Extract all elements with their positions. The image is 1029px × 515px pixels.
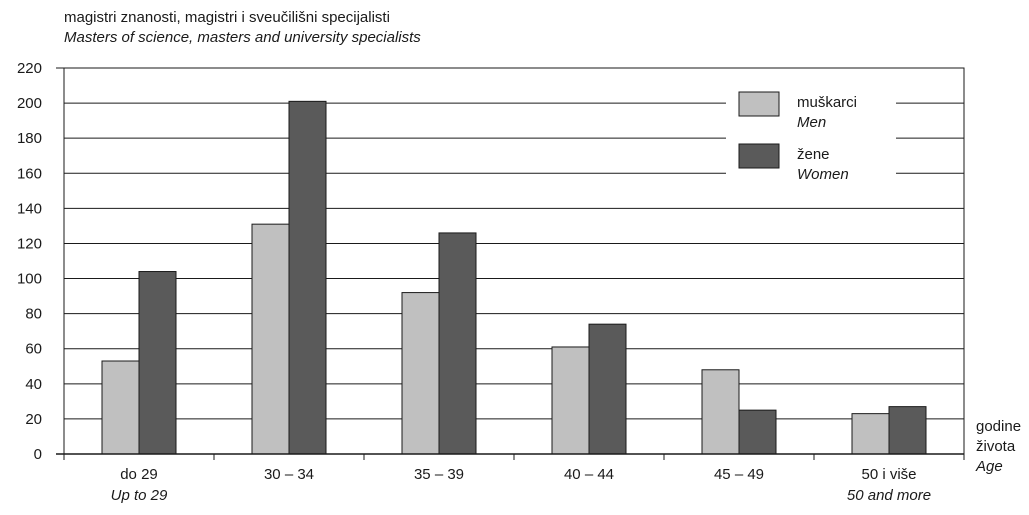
legend-label-women-en: Women: [797, 166, 849, 183]
legend-swatch-women: [739, 144, 779, 168]
y-tick-label: 140: [17, 200, 42, 217]
legend: muškarci Men žene Women: [726, 88, 896, 184]
y-tick-label: 80: [25, 306, 42, 323]
x-tick-label: 45 – 49: [714, 466, 764, 483]
x-axis-label-line2: života: [976, 438, 1016, 455]
x-tick-labels: do 29 Up to 29 30 – 34 35 – 39 40 – 44 45 – 4…: [111, 466, 931, 504]
bar-men: [402, 293, 439, 454]
x-tick-label: 50 i više: [861, 466, 916, 483]
y-tick-label: 120: [17, 235, 42, 252]
bar-men: [702, 370, 739, 454]
y-tick-label: 20: [25, 411, 42, 428]
x-tick-label: 35 – 39: [414, 466, 464, 483]
y-tick-label: 60: [25, 341, 42, 358]
bar-men: [102, 361, 139, 454]
x-tick-label-en: Up to 29: [111, 487, 168, 504]
y-tick-label: 220: [17, 60, 42, 77]
x-axis-label-en: Age: [975, 458, 1003, 475]
legend-swatch-men: [739, 92, 779, 116]
legend-label-men: muškarci: [797, 94, 857, 111]
x-axis-label: godine života Age: [975, 418, 1021, 475]
bar-women: [739, 410, 776, 454]
bar-women: [589, 324, 626, 454]
bar-men: [852, 414, 889, 454]
legend-label-men-en: Men: [797, 114, 826, 131]
x-tick-label-en: 50 and more: [847, 487, 931, 504]
y-tick-label: 160: [17, 165, 42, 182]
y-tick-label: 100: [17, 271, 42, 288]
y-tick-label: 0: [34, 446, 42, 463]
y-tick-label: 200: [17, 95, 42, 112]
x-tick-label: 40 – 44: [564, 466, 614, 483]
x-tick-label: 30 – 34: [264, 466, 314, 483]
bar-women: [139, 272, 176, 454]
bar-men: [552, 347, 589, 454]
y-tick-label: 40: [25, 376, 42, 393]
bar-women: [289, 101, 326, 454]
legend-label-women: žene: [797, 146, 830, 163]
x-tick-label: do 29: [120, 466, 158, 483]
bar-men: [252, 224, 289, 454]
y-tick-labels: 0 20 40 60 80 100 120 140 160 180 200 220: [17, 60, 42, 463]
y-tick-label: 180: [17, 130, 42, 147]
x-axis-label-line1: godine: [976, 418, 1021, 435]
bar-women: [889, 407, 926, 454]
bar-women: [439, 233, 476, 454]
